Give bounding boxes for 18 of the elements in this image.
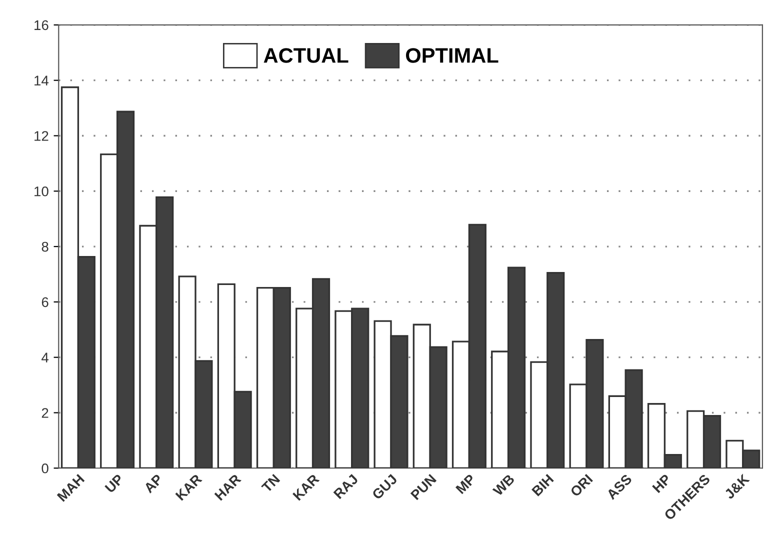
y-tick-label: 12: [34, 131, 48, 141]
legend-label: OPTIMAL: [406, 48, 498, 63]
y-tick-label: 4: [42, 352, 49, 362]
x-tick-label: MP: [455, 474, 476, 494]
y-tick-label: 8: [42, 242, 48, 252]
x-tick-label: TN: [261, 474, 280, 494]
y-tick-label: 6: [42, 297, 48, 308]
y-tick-label: 10: [34, 186, 48, 196]
x-tick-label: WB: [492, 474, 515, 496]
x-tick-label: ORI: [570, 474, 594, 498]
x-tick-label: UP: [104, 474, 124, 494]
x-tick-label: BIH: [532, 474, 554, 496]
y-tick-label: 0: [42, 463, 48, 474]
y-tick-label: 2: [42, 408, 48, 418]
y-tick-label: 14: [34, 76, 49, 86]
x-tick-label: AP: [143, 474, 164, 494]
legend-label: ACTUAL: [264, 48, 348, 63]
y-tick-label: 16: [34, 20, 48, 30]
